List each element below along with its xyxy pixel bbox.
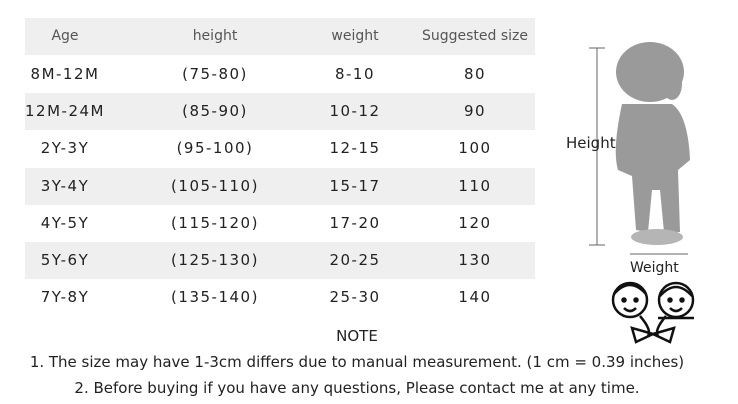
- table-cell: 8-10: [334, 65, 376, 83]
- table-cell: 17-20: [329, 213, 381, 232]
- table-cell: 12-15: [329, 139, 381, 158]
- table-cell: 25-30: [329, 288, 381, 307]
- table-cell: 10-12: [329, 102, 381, 121]
- table-cell: 90: [463, 102, 487, 121]
- table-cell: 120: [458, 213, 492, 232]
- table-cell: (75-80): [182, 65, 248, 83]
- height-label: Height: [566, 134, 616, 152]
- kids-icon: [611, 281, 695, 344]
- table-cell: 130: [458, 251, 492, 269]
- table-cell: 4Y-5Y: [40, 213, 90, 232]
- table-cell: 80: [463, 65, 487, 83]
- height-measure: [589, 47, 688, 255]
- child-silhouette: [615, 42, 690, 245]
- table-cell: 5Y-6Y: [40, 251, 90, 269]
- table-cell: 8M-12M: [30, 65, 100, 83]
- header-cell: height: [192, 28, 238, 44]
- table-cell: 100: [458, 139, 492, 158]
- table-row: 7Y-8Y (135-140) 25-30 140: [25, 279, 535, 316]
- table-cell: (85-90): [182, 102, 248, 121]
- note-line: 1. The size may have 1-3cm differs due t…: [29, 353, 685, 371]
- table-cell: 3Y-4Y: [40, 176, 90, 195]
- header-cell: Age: [51, 28, 79, 44]
- table-cell: 110: [458, 176, 492, 195]
- table-cell: 20-25: [329, 251, 381, 269]
- table-cell: 12M-24M: [25, 102, 105, 121]
- table-cell: 140: [458, 288, 492, 307]
- table-cell: 7Y-8Y: [40, 288, 90, 307]
- table-row: 5Y-6Y (125-130) 20-25 130: [25, 242, 535, 279]
- table-cell: (125-130): [171, 251, 259, 269]
- table-cell: (95-100): [176, 139, 254, 158]
- table-cell: 2Y-3Y: [40, 139, 90, 158]
- table-row: 8M-12M (75-80) 8-10 80: [25, 56, 535, 93]
- weight-label: Weight: [630, 260, 679, 276]
- table-row: 2Y-3Y (95-100) 12-15 100: [25, 130, 535, 167]
- table-row: 4Y-5Y (115-120) 17-20 120: [25, 205, 535, 242]
- table-row: 3Y-4Y (105-110) 15-17 110: [25, 167, 535, 205]
- table-cell: (115-120): [171, 213, 259, 232]
- table-row: 12M-24M (85-90) 10-12 90: [25, 93, 535, 131]
- header-cell: weight: [331, 28, 379, 44]
- table-cell: (135-140): [171, 288, 259, 307]
- table-cell: (105-110): [171, 176, 259, 195]
- table-cell: 15-17: [329, 176, 381, 195]
- header-row: Age height weight Suggested size: [25, 18, 535, 55]
- header-cell: Suggested size: [421, 28, 529, 44]
- note-title: NOTE: [336, 327, 378, 345]
- note-line: 2. Before buying if you have any questio…: [74, 379, 640, 397]
